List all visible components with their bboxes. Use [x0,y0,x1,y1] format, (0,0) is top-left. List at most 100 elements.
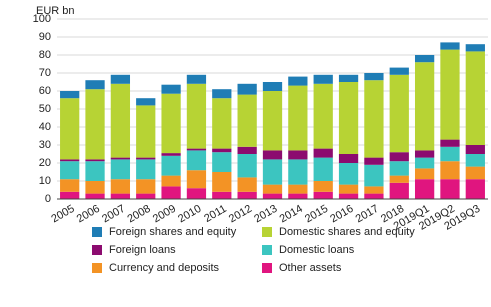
x-tick-label: 2010 [176,203,203,226]
x-tick-label: 2012 [227,203,254,226]
bar-segment [338,74,359,82]
bar-segment [237,146,257,154]
legend-swatch [262,245,272,255]
y-tick-label: 30 [39,139,51,151]
bar-segment [212,191,232,199]
bar-segment [212,98,232,149]
bar-segment [237,154,257,178]
y-tick-label: 20 [39,157,51,169]
legend-label: Currency and deposits [109,262,220,274]
bar-segment [313,83,333,149]
bar-segment [389,182,409,199]
bar-segment [186,74,207,84]
bar-segment [186,188,207,199]
bar-segment [313,74,333,84]
bar-segment [440,139,460,147]
bar-segment [161,93,181,154]
bar-segment [136,157,156,160]
bar-segment [465,154,485,167]
bar-segment [212,89,232,99]
bar-segment [414,179,435,199]
y-tick-label: 50 [39,103,51,115]
bar-segment [136,193,156,199]
bar-segment [440,179,460,199]
bar-segment [414,62,435,151]
y-tick-label: 90 [39,31,51,43]
bar-segment [338,82,359,154]
legend-label: Domestic loans [279,244,355,256]
bar-segment [110,193,131,199]
y-tick-label: 40 [39,121,51,133]
bar-segment [161,153,181,156]
bar-segment [338,154,359,163]
bar-segment [136,105,156,158]
x-tick-label: 2017 [354,203,381,226]
bar-segment [161,175,181,187]
bar-segment [440,146,460,162]
bar-segment [389,152,409,162]
x-tick-label: 2005 [49,203,76,226]
bar-segment [389,67,409,75]
bar-segment [288,193,308,199]
x-tick-label: 2015 [303,203,330,226]
x-tick-label: 2009 [151,203,178,226]
legend-swatch [92,245,102,255]
bar-segment [212,148,232,153]
bar-segment [414,150,435,158]
bar-segment [262,184,283,194]
bar-segment [110,157,131,160]
bar-segment [262,82,283,91]
legend-label: Other assets [279,262,342,274]
bar-segment [364,164,384,187]
bar-segment [60,159,80,162]
bar-segment [288,159,308,185]
bar-segment [389,74,409,153]
bar-segment [313,181,333,192]
legend-label: Foreign loans [109,244,176,256]
bar-segment [85,159,105,162]
bar-segment [313,191,333,199]
y-tick-label: 60 [39,85,51,97]
bar-segment [313,148,333,158]
bar-segment [338,193,359,199]
bar-segment [110,179,131,194]
bar-segment [288,76,308,86]
bar-segment [161,155,181,176]
bar-segment [288,150,308,160]
bar-segment [440,49,460,140]
y-tick-label: 0 [45,193,51,205]
bar-segment [237,83,257,95]
bar-segment [364,157,384,165]
x-tick-label: 2013 [252,203,279,226]
bar-segment [136,179,156,194]
x-tick-label: 2016 [328,203,355,226]
bar-segment [440,42,460,50]
bar-segment [60,91,80,99]
bar-segment [85,161,105,181]
bar-segment [212,152,232,172]
bar-segment [414,55,435,63]
bar-segment [262,150,283,160]
bar-segment [186,170,207,189]
bar-segment [440,161,460,180]
x-tick-label: 2014 [278,203,305,226]
bar-segment [338,163,359,185]
bar-segment [161,186,181,199]
bar-segment [389,161,409,176]
bar-segment [237,191,257,199]
bar-segment [60,191,80,199]
bar-segment [237,94,257,147]
bar-segment [288,184,308,194]
bar-segment [262,193,283,199]
bar-segment [389,175,409,183]
bar-segment [465,51,485,145]
legend-swatch [262,263,272,273]
x-tick-label: 2008 [125,203,152,226]
x-tick-label: 2007 [100,203,127,226]
bar-segment [465,145,485,154]
bar-segment [60,179,80,192]
y-tick-label: 70 [39,67,51,79]
bar-segment [364,80,384,158]
bar-segment [262,91,283,151]
x-tick-label: 2011 [202,203,228,225]
